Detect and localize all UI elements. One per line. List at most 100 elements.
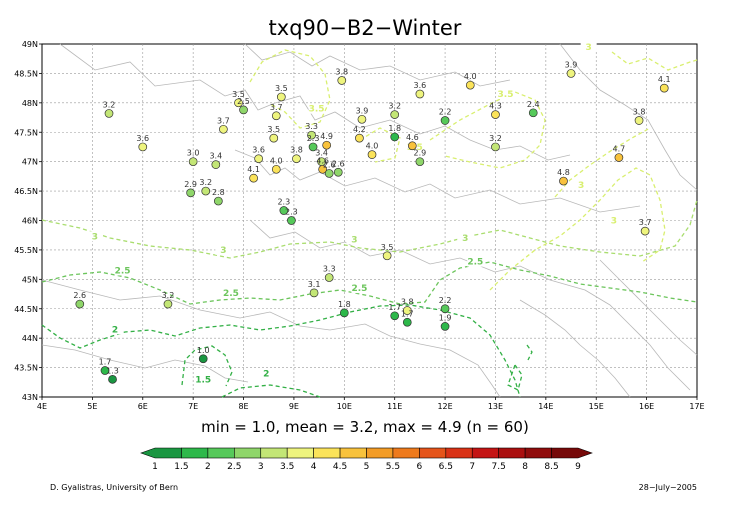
station-value: 3.2 xyxy=(388,102,401,111)
colorbar-label: 8.5 xyxy=(544,462,558,472)
station-value: 1.7 xyxy=(388,303,401,312)
station-value: 2.9 xyxy=(414,149,427,158)
station-marker xyxy=(324,273,334,282)
station-marker xyxy=(415,89,425,99)
contour-label-bg xyxy=(573,180,590,191)
station-value: 2.3 xyxy=(277,197,290,206)
colorbar-cell xyxy=(445,447,473,459)
station-marker xyxy=(614,153,624,162)
y-tick-label: 44N xyxy=(22,334,38,343)
contour-label-bg xyxy=(467,256,484,267)
station-value: 2.3 xyxy=(285,208,298,217)
x-tick-label: 7E xyxy=(188,402,198,411)
colorbar-label: 8 xyxy=(522,462,528,472)
station-value: 1.3 xyxy=(106,366,119,375)
contour-label: 2.5 xyxy=(351,284,367,294)
colorbar-label: 2.5 xyxy=(227,462,241,472)
station-value: 4.6 xyxy=(316,156,329,165)
station-value: 1.0 xyxy=(197,346,210,355)
station-marker xyxy=(355,133,364,143)
station-value: 3.3 xyxy=(305,122,318,131)
x-tick-label: 10E xyxy=(337,402,352,411)
y-tick-label: 48N xyxy=(22,99,38,108)
station-marker xyxy=(415,157,425,167)
station-marker xyxy=(440,116,450,125)
y-tick-label: 46.5N xyxy=(14,187,38,196)
station-marker xyxy=(308,142,318,152)
station-marker xyxy=(440,322,450,331)
colorbar-cell xyxy=(313,447,341,459)
station-marker xyxy=(402,317,412,327)
colorbar-cell xyxy=(471,447,499,459)
station-value: 3.7 xyxy=(217,116,230,125)
station-marker xyxy=(382,251,392,261)
station-marker xyxy=(337,76,347,85)
y-tick-label: 44.5N xyxy=(14,305,38,314)
contour-label: 3.5 xyxy=(498,90,514,100)
station-marker xyxy=(634,116,644,125)
contour-label-bg xyxy=(222,287,239,298)
contour-labels: 1.5 2 2 2.5 2.5 2.5 2.5 3 3 3 3 3.5 3.5 3.5 3 3 3 xyxy=(86,41,622,385)
contour-label-bg xyxy=(497,88,514,99)
station-value: 3.7 xyxy=(639,218,652,227)
y-tick-label: 45.5N xyxy=(14,246,38,255)
colorbar-cell xyxy=(524,447,552,459)
station-value: 3.4 xyxy=(315,149,328,158)
station-marker xyxy=(138,142,148,152)
colorbar-label: 9 xyxy=(575,462,581,472)
colorbar-cell xyxy=(498,447,526,459)
y-axis-ticks: 43N 43.5N 44N 44.5N 45N 45.5N 46N 46.5N 47N 47.5N… xyxy=(14,40,42,402)
station-value: 2.4 xyxy=(527,100,540,109)
station-marker xyxy=(108,375,117,384)
station-marker xyxy=(211,160,221,169)
colorbar-cell xyxy=(234,447,262,459)
contour-label: 2.5 xyxy=(223,289,239,299)
station-value: 3.2 xyxy=(199,178,212,187)
station-value: 4.2 xyxy=(353,125,366,134)
contour-label: 2 xyxy=(112,325,118,335)
station-value: 4.7 xyxy=(613,145,626,154)
colorbar-legend: 1 1.5 2 2.5 3 3.5 4 4.5 5 5.5 6 6.5 7 7.5 8 8.5 9 xyxy=(140,447,593,472)
station-marker xyxy=(402,306,412,315)
map-frame: 1.5 2 2 2.5 2.5 2.5 2.5 3 3 3 3 3.5 3.5 3.5 3 3 3 3.2 3.6… xyxy=(41,41,698,398)
station-marker xyxy=(390,132,400,142)
station-value: 3.8 xyxy=(335,67,348,76)
colorbar-label: 6.5 xyxy=(439,462,453,472)
station-value: 4.3 xyxy=(489,102,502,111)
y-tick-label: 43.5N xyxy=(14,364,38,373)
contour-label-bg xyxy=(114,265,131,276)
map-title: txq90−B2−Winter xyxy=(269,16,462,40)
station-marker xyxy=(491,110,500,119)
station-value: 2.2 xyxy=(439,296,452,305)
station-marker xyxy=(198,354,208,364)
colorbar-cell xyxy=(140,447,182,459)
station-marker xyxy=(390,110,400,119)
contour-label: 3 xyxy=(578,181,584,191)
contour-label: 2.5 xyxy=(115,266,131,276)
station-value: 3.5 xyxy=(275,84,288,93)
y-tick-label: 43N xyxy=(22,393,38,402)
station-value: 3.9 xyxy=(356,106,369,115)
colorbar-cell xyxy=(286,447,314,459)
station-value: 3.6 xyxy=(136,134,149,143)
contour-label-bg xyxy=(258,368,275,379)
colorbar-label: 1 xyxy=(152,462,158,472)
station-value: 2.8 xyxy=(212,188,225,197)
x-tick-label: 13E xyxy=(488,402,503,411)
contour-label: 3 xyxy=(462,234,468,244)
station-value: 1.9 xyxy=(439,313,452,322)
station-value: 1.8 xyxy=(388,124,401,133)
colorbar-label: 5 xyxy=(364,462,370,472)
station-marker xyxy=(287,216,296,225)
station-marker xyxy=(465,80,475,90)
station-marker xyxy=(659,83,669,93)
colorbar-label: 1.5 xyxy=(174,462,188,472)
x-tick-label: 12E xyxy=(437,402,452,411)
y-tick-label: 45N xyxy=(22,275,38,284)
station-marker xyxy=(324,169,334,178)
colorbar-cell xyxy=(392,447,420,459)
colorbar-label: 7 xyxy=(469,462,475,472)
station-value: 2.3 xyxy=(307,134,320,143)
station-marker xyxy=(309,288,319,298)
station-marker xyxy=(75,299,85,309)
